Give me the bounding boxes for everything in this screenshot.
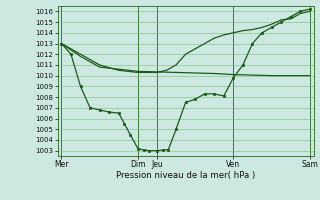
X-axis label: Pression niveau de la mer( hPa ): Pression niveau de la mer( hPa ) — [116, 171, 255, 180]
